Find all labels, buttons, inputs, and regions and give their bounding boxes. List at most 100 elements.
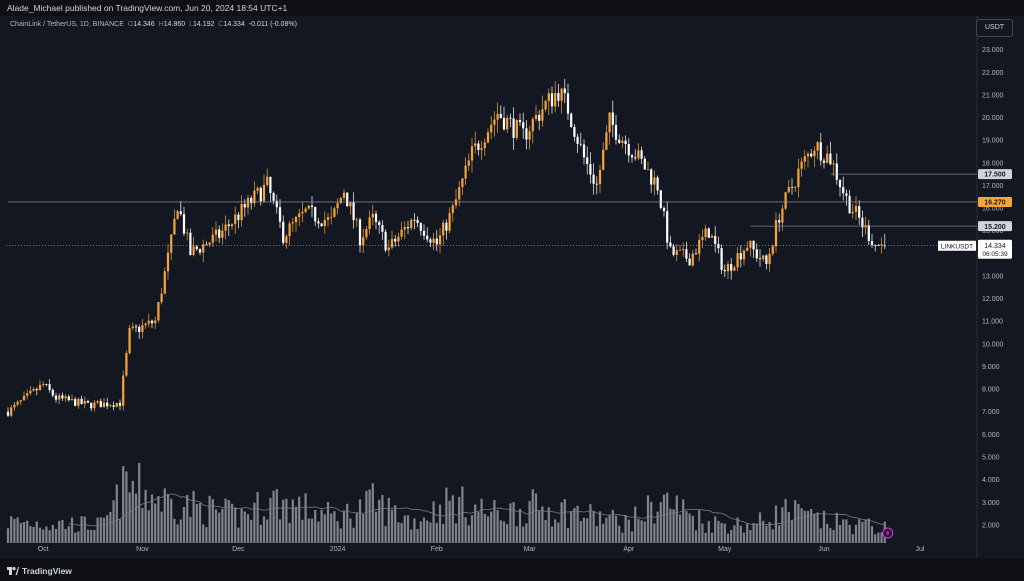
candle bbox=[608, 112, 611, 145]
volume-bar bbox=[285, 498, 288, 543]
candle-body bbox=[538, 114, 541, 121]
candle bbox=[800, 157, 803, 177]
y-tick-label: 16.000 bbox=[982, 206, 1004, 213]
candle-body bbox=[602, 149, 605, 170]
candle bbox=[557, 83, 560, 107]
volume-bar bbox=[368, 489, 371, 543]
candle bbox=[845, 189, 848, 206]
candle bbox=[419, 222, 422, 236]
candle bbox=[771, 244, 774, 257]
candle-body bbox=[714, 235, 717, 244]
symbol-name[interactable]: ChainLink / TetherUS, 1D, BINANCE bbox=[10, 21, 124, 28]
candle-body bbox=[237, 214, 240, 221]
candle-body bbox=[406, 227, 410, 229]
volume-bar bbox=[726, 533, 730, 543]
price-tag bbox=[978, 169, 1012, 180]
candle-body bbox=[109, 405, 112, 407]
candle-body bbox=[499, 113, 502, 118]
candle bbox=[630, 153, 634, 163]
candle-body bbox=[384, 231, 387, 251]
volume-bar bbox=[259, 524, 262, 543]
candle-body bbox=[704, 228, 707, 237]
candle-body bbox=[58, 395, 61, 400]
candle bbox=[237, 212, 240, 229]
volume-bar bbox=[723, 523, 726, 543]
candle-body bbox=[157, 302, 160, 321]
volume-bar bbox=[438, 504, 442, 543]
candle-body bbox=[672, 246, 675, 255]
candle bbox=[438, 228, 442, 254]
candle-body bbox=[125, 353, 128, 376]
volume-bar bbox=[592, 511, 595, 543]
candle bbox=[358, 217, 362, 253]
candle-body bbox=[285, 236, 288, 243]
volume-bar bbox=[262, 516, 266, 543]
volume-bar bbox=[422, 517, 426, 543]
volume-bar bbox=[128, 492, 131, 543]
candle-body bbox=[678, 250, 682, 251]
candle bbox=[118, 399, 122, 411]
currency-button[interactable]: USDT bbox=[976, 19, 1013, 37]
candle-body bbox=[646, 169, 650, 171]
volume-bar bbox=[688, 513, 691, 543]
candle bbox=[666, 201, 669, 250]
candle bbox=[128, 325, 131, 355]
volume-bar bbox=[550, 526, 554, 543]
candle bbox=[214, 221, 218, 242]
volume-bar bbox=[134, 493, 138, 543]
candle bbox=[330, 206, 333, 225]
candle-body bbox=[173, 218, 176, 235]
volume-bar bbox=[694, 530, 698, 543]
volume-bar bbox=[16, 517, 19, 543]
volume-bar bbox=[838, 524, 842, 543]
candle bbox=[477, 140, 480, 156]
volume-bar bbox=[208, 495, 211, 543]
candle bbox=[397, 232, 400, 247]
candle-body bbox=[803, 156, 806, 162]
candle bbox=[515, 119, 518, 141]
brand-name: TradingView bbox=[22, 566, 72, 576]
candle bbox=[310, 196, 314, 218]
candle-body bbox=[787, 186, 790, 193]
candle-body bbox=[624, 140, 627, 145]
candle bbox=[54, 392, 58, 403]
y-tick-label: 11.000 bbox=[982, 319, 1003, 326]
candle-body bbox=[202, 244, 205, 253]
candle bbox=[35, 387, 38, 396]
candle-body bbox=[160, 293, 163, 303]
candle-body bbox=[176, 211, 179, 219]
candle bbox=[643, 156, 646, 170]
candle bbox=[189, 228, 192, 256]
candle bbox=[150, 319, 154, 329]
candle bbox=[429, 237, 432, 248]
candle-body bbox=[832, 163, 835, 165]
y-tick-label: 3.000 bbox=[982, 500, 1000, 507]
candle bbox=[6, 407, 10, 418]
candle bbox=[736, 247, 739, 272]
candle-body bbox=[848, 195, 851, 214]
volume-bar bbox=[426, 520, 429, 543]
candle-body bbox=[118, 402, 122, 406]
volume-bar bbox=[666, 492, 669, 543]
candle-body bbox=[99, 401, 102, 408]
candle-body bbox=[246, 197, 250, 208]
candle-body bbox=[528, 131, 531, 140]
candle-body bbox=[182, 214, 186, 234]
volume-bar bbox=[176, 524, 179, 543]
candle-body bbox=[90, 402, 93, 409]
candle-body bbox=[755, 249, 758, 259]
volume-bar bbox=[224, 498, 227, 543]
candle-body bbox=[701, 236, 704, 240]
candle-body bbox=[518, 119, 522, 123]
candle bbox=[634, 149, 637, 161]
volume-bar bbox=[544, 520, 547, 543]
volume-bar bbox=[768, 522, 771, 543]
high-value: 14.860 bbox=[163, 21, 186, 28]
candle bbox=[70, 394, 74, 401]
volume-bar bbox=[19, 522, 22, 543]
candle-body bbox=[64, 396, 67, 399]
volume-bar bbox=[272, 490, 275, 543]
candle-body bbox=[294, 216, 298, 223]
candle-body bbox=[794, 187, 797, 188]
